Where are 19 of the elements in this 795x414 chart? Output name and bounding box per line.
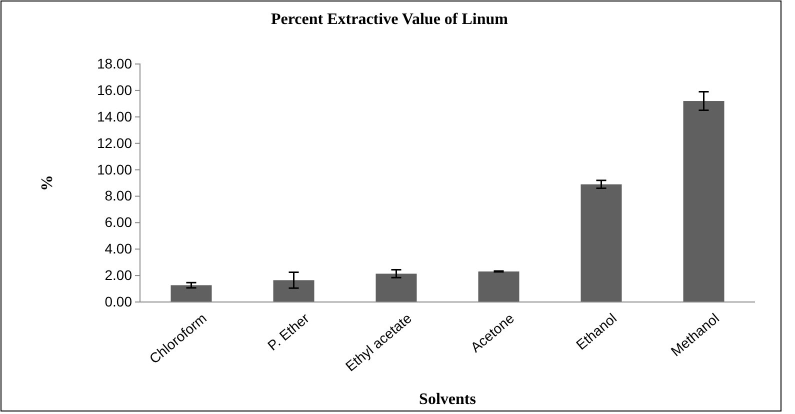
chart-title: Percent Extractive Value of Linum <box>270 11 509 28</box>
y-axis-title: % <box>39 175 56 191</box>
y-tick-label: 4.00 <box>104 240 132 257</box>
y-tick-label: 16.00 <box>96 82 132 98</box>
y-tick-label: 2.00 <box>104 267 132 284</box>
y-tick-label: 0.00 <box>104 293 132 310</box>
y-tick-label: 6.00 <box>104 214 132 230</box>
bar <box>273 280 314 302</box>
bar <box>580 184 622 302</box>
y-tick-label: 10.00 <box>96 161 132 178</box>
bar <box>376 274 417 302</box>
y-tick-label: 14.00 <box>96 108 132 124</box>
y-tick-label: 18.00 <box>96 55 132 72</box>
bar <box>170 285 212 302</box>
y-tick-label: 12.00 <box>96 134 132 151</box>
bar <box>683 101 724 302</box>
y-tick-label: 8.00 <box>104 188 132 204</box>
x-axis-title: Solvents <box>419 391 476 408</box>
bar <box>478 271 520 302</box>
